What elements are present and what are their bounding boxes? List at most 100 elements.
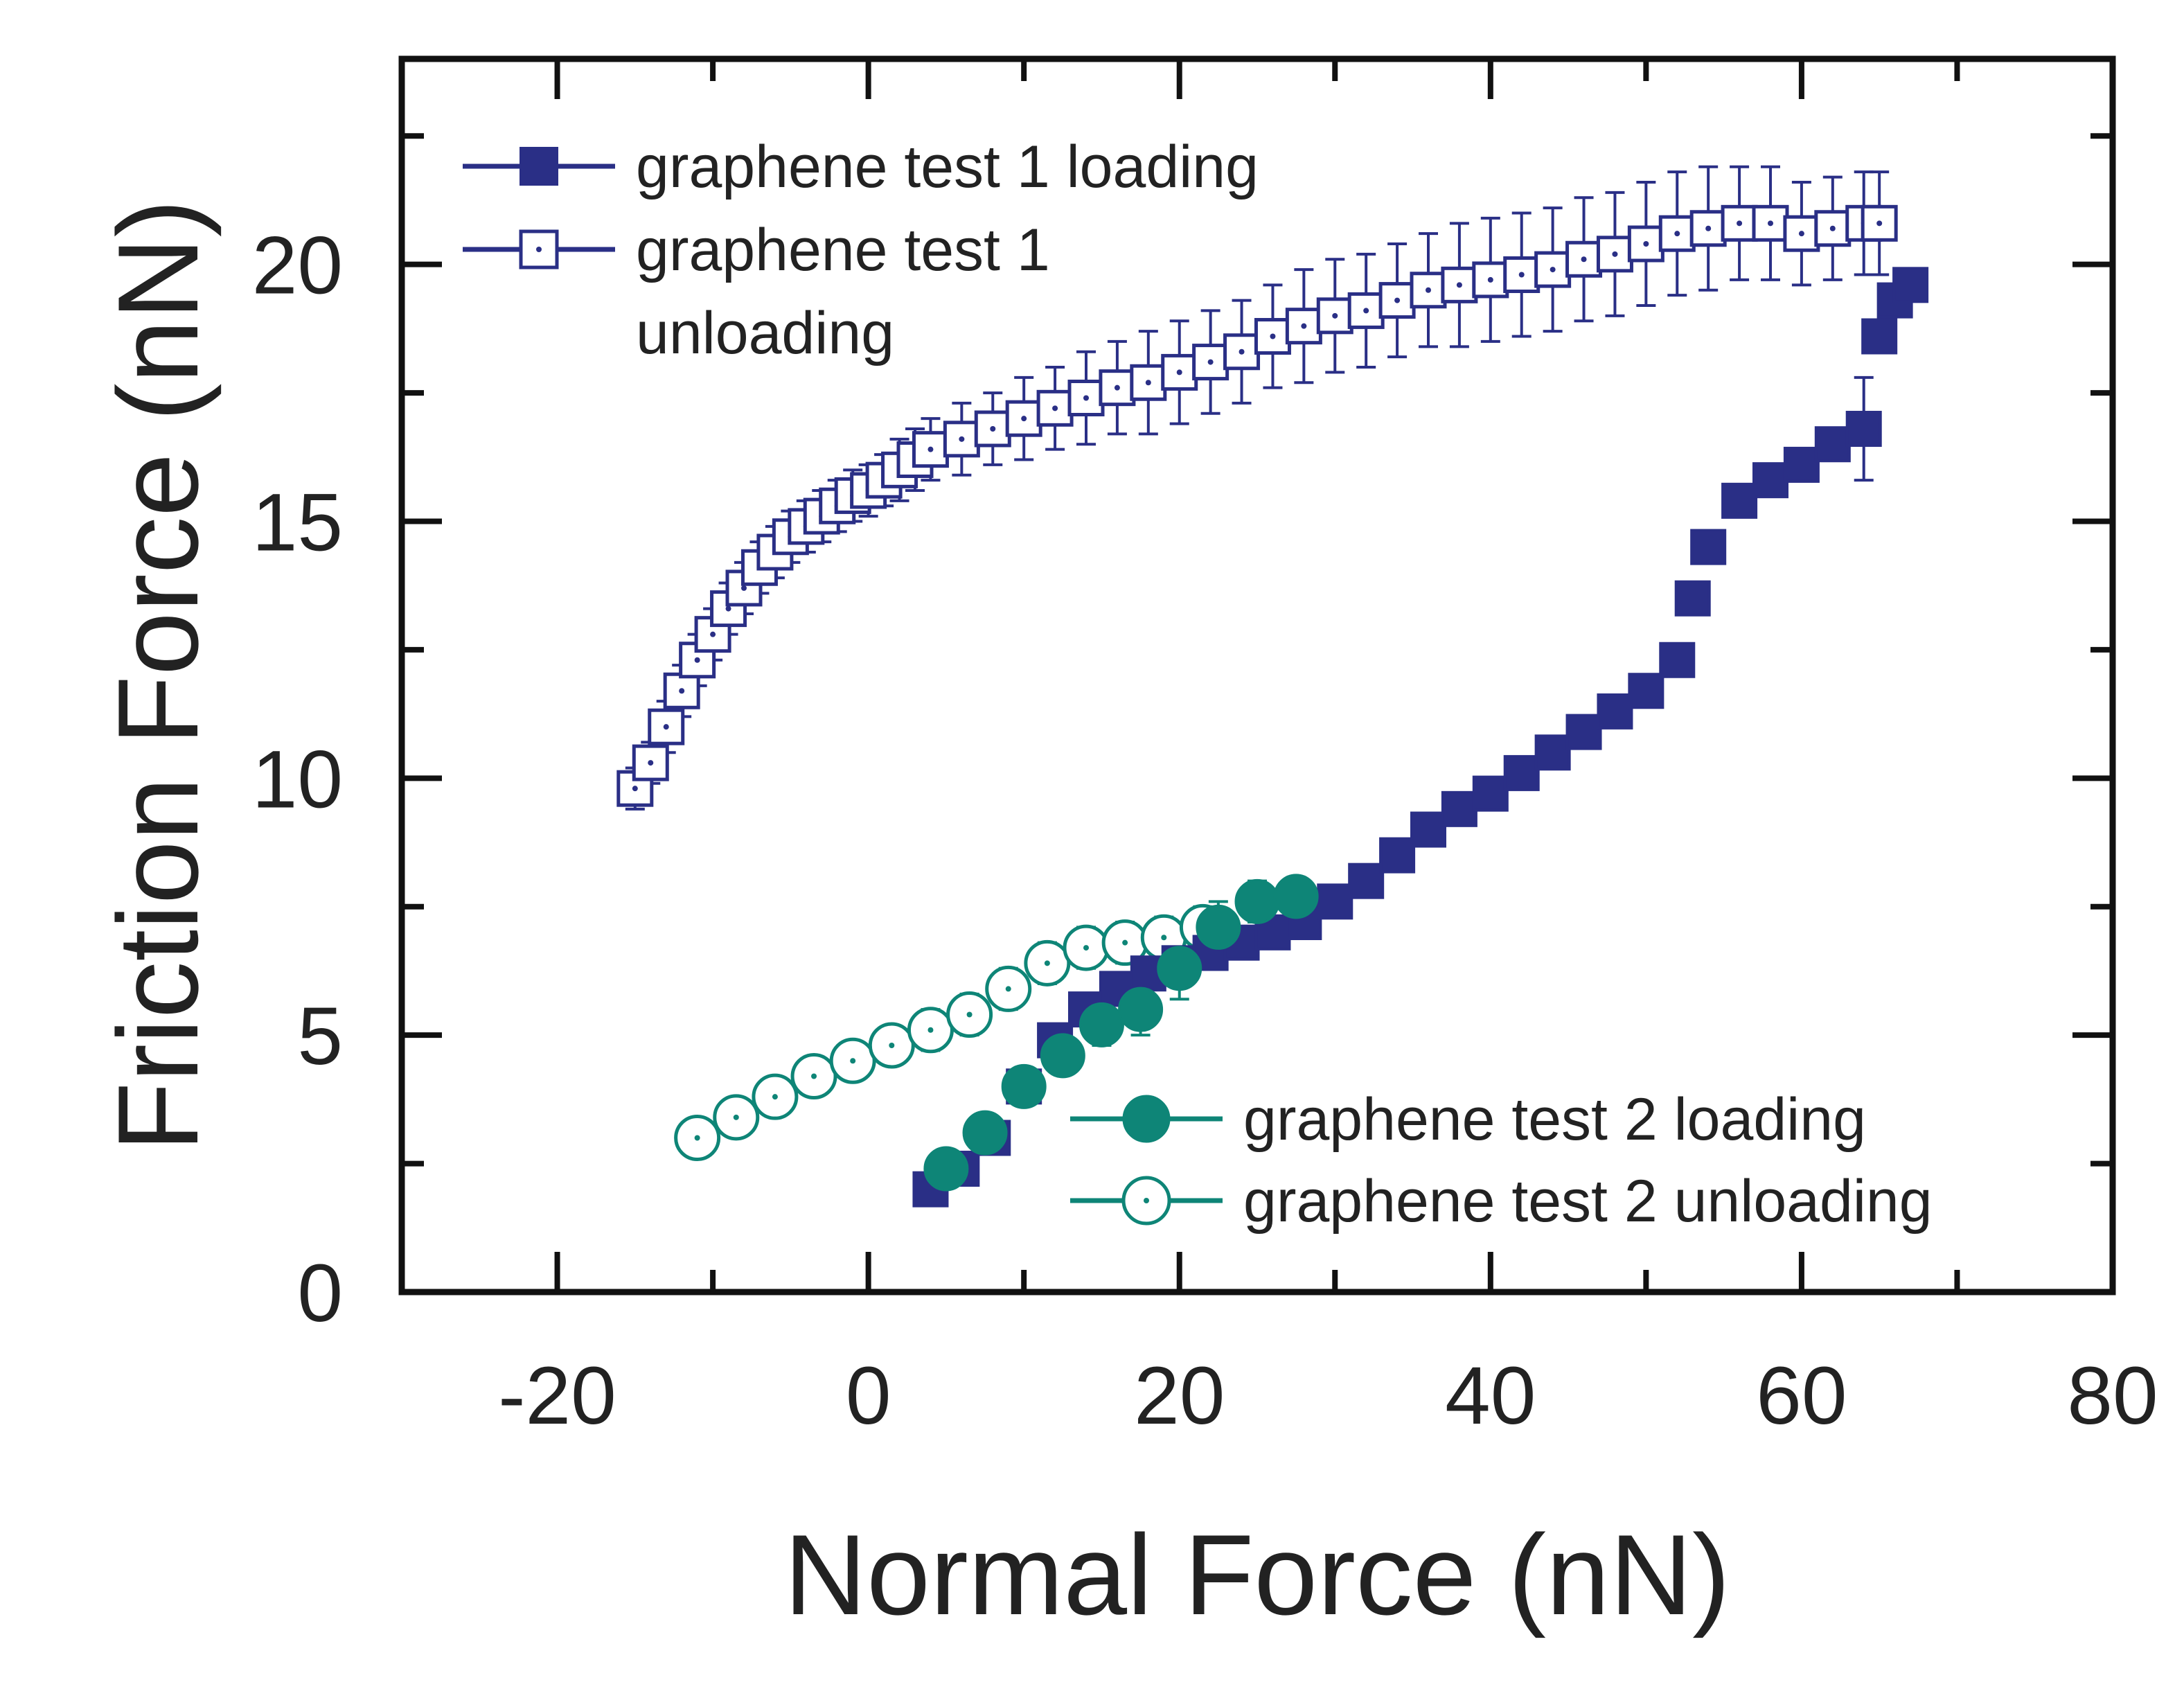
data-point [713, 1094, 760, 1141]
open-square-center-dot [1052, 405, 1058, 412]
data-point [1063, 924, 1110, 971]
open-square-center-dot [694, 657, 700, 663]
data-point [1273, 874, 1319, 919]
axes: -20 0 20 40 60 80 0 5 10 15 20 [252, 55, 2158, 1442]
data-point [1783, 446, 1820, 483]
x-tick-label: -20 [498, 1350, 616, 1442]
open-circle-center-dot [1161, 935, 1167, 941]
open-square-center-dot [1114, 384, 1120, 391]
data-point [1024, 939, 1071, 987]
data-point [1534, 734, 1571, 771]
y-tick-label: 20 [252, 220, 343, 312]
data-point [752, 1073, 799, 1120]
open-square-center-dot [1612, 251, 1618, 257]
data-point [868, 1022, 915, 1069]
data-point [1317, 883, 1353, 920]
open-square-center-dot [959, 436, 965, 442]
open-square-outline [1861, 204, 1898, 242]
y-tick-label: 0 [297, 1248, 343, 1339]
x-tick-label: 20 [1134, 1350, 1225, 1442]
data-point [1347, 292, 1385, 329]
open-square-center-dot [1643, 241, 1649, 247]
open-square-center-dot [710, 631, 716, 637]
legend-label: graphene test 1 loading [636, 134, 1259, 200]
data-point [1627, 225, 1664, 263]
open-square-center-dot [1021, 416, 1027, 422]
data-point [1503, 754, 1540, 791]
legend-label: unloading [636, 300, 894, 366]
data-point [1192, 344, 1229, 381]
data-point [1472, 775, 1509, 812]
data-point [1721, 204, 1758, 242]
open-circle-center-dot [1005, 986, 1011, 992]
data-point [923, 1146, 969, 1192]
data-point [1379, 837, 1416, 874]
open-circle-center-dot [772, 1094, 778, 1100]
data-point [1130, 364, 1167, 401]
open-square-center-dot [1705, 225, 1712, 231]
y-tick-label: 10 [252, 734, 343, 825]
legend-bottom-right: graphene test 2 loading graphene test 2 u… [1070, 1086, 1933, 1235]
data-point [1503, 256, 1541, 293]
data-point [1892, 267, 1929, 303]
open-square-center-dot [632, 786, 638, 792]
data-point [674, 1115, 721, 1161]
data-point [1690, 529, 1727, 565]
data-point [829, 1037, 876, 1084]
data-point [1099, 369, 1136, 407]
open-circle-center-dot [966, 1011, 973, 1018]
data-point [1597, 693, 1633, 729]
data-point [1378, 282, 1416, 319]
open-square-center-dot [1394, 297, 1401, 303]
open-square-center-dot [1674, 231, 1680, 237]
data-point [1223, 333, 1261, 371]
open-square-outline [912, 431, 949, 468]
data-point [1565, 240, 1603, 278]
open-square-center-dot [1876, 220, 1883, 227]
open-square-center-dot [1456, 282, 1462, 288]
data-point [1254, 318, 1291, 355]
data-point [1752, 204, 1789, 242]
data-point [1658, 215, 1696, 252]
data-point [1348, 863, 1385, 899]
data-point [1721, 482, 1758, 519]
legend-top-left: graphene test 1 loading graphene test 1 un… [463, 134, 1259, 366]
open-circle-center-dot [733, 1114, 739, 1120]
data-point [1783, 215, 1820, 252]
open-square-center-dot [1207, 359, 1214, 365]
open-square-center-dot [1363, 308, 1369, 314]
data-point [1005, 400, 1042, 437]
data-point [1441, 266, 1478, 303]
data-point [1814, 426, 1851, 463]
data-markers [616, 204, 1929, 1208]
data-point [1118, 987, 1164, 1032]
data-point [1067, 380, 1105, 416]
legend-label: graphene test 2 unloading [1243, 1168, 1933, 1235]
open-square-center-dot [1798, 231, 1804, 237]
open-square-center-dot [679, 688, 685, 694]
open-square-center-dot [990, 426, 996, 432]
data-point [1078, 1002, 1124, 1047]
data-point [1036, 389, 1074, 427]
open-square-center-dot [648, 760, 654, 766]
data-point [1234, 878, 1280, 924]
data-point [632, 744, 669, 781]
open-square-center-dot [663, 724, 669, 730]
open-square-center-dot [1550, 267, 1556, 273]
y-tick-label: 15 [252, 477, 343, 569]
open-square-center-dot [1332, 312, 1338, 319]
open-square-center-dot [1581, 256, 1587, 263]
open-square-center-dot [1426, 287, 1431, 293]
open-square-center-dot [1270, 333, 1276, 339]
x-tick-label: 40 [1445, 1350, 1536, 1442]
data-point [1861, 318, 1898, 355]
legend-marker [519, 229, 559, 269]
open-circle-center-dot [1044, 960, 1050, 966]
open-square-center-dot [1083, 395, 1089, 401]
open-square-center-dot [927, 446, 934, 452]
legend-marker [520, 147, 558, 186]
data-point [1472, 261, 1509, 299]
data-point [962, 1110, 1008, 1156]
open-square-center-dot [1301, 323, 1307, 329]
